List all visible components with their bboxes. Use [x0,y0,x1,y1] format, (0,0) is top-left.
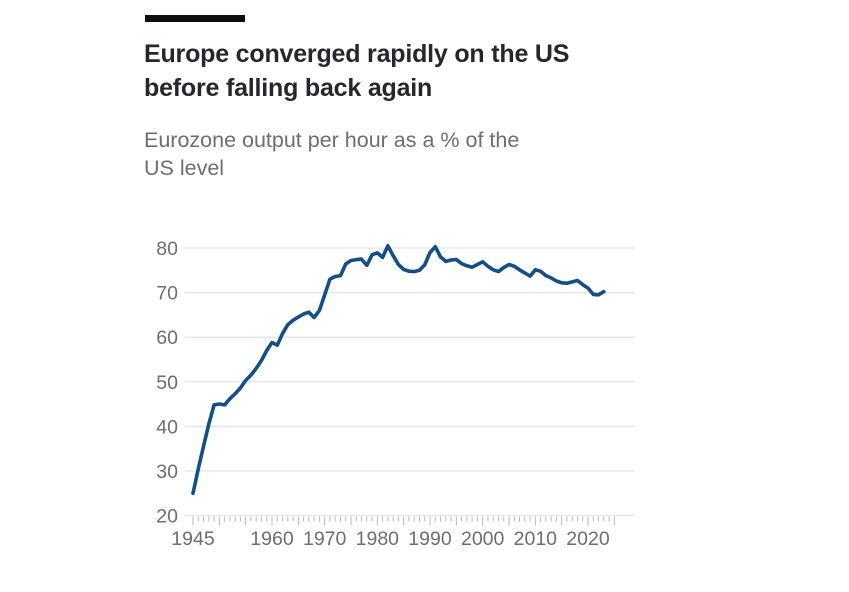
y-axis-labels: 20 30 40 50 60 70 80 [156,238,178,528]
y-tick-label: 70 [156,283,178,305]
y-tick-label: 80 [156,238,178,260]
x-tick-label: 2020 [566,528,610,550]
y-gridlines [185,247,635,517]
chart-subtitle: Eurozone output per hour as a % of the U… [144,128,520,181]
x-tick-label: 2010 [514,528,558,550]
data-series-line [191,243,606,496]
y-tick-label: 40 [156,416,178,438]
y-tick-label: 50 [156,372,178,394]
chart-title: Europe converged rapidly on the US befor… [144,40,570,102]
x-tick-label: 1970 [303,528,347,550]
line-chart: 20 30 40 50 60 70 80 1945 1960 1970 1980 1990 2000 20… [156,238,635,550]
x-tick-label: 1980 [356,528,400,550]
top-rule [145,15,245,22]
x-axis-labels: 1945 1960 1970 1980 1990 2000 2010 2020 [171,528,610,550]
x-tick-label: 1990 [408,528,452,550]
y-tick-label: 20 [156,506,178,528]
x-axis-ticks [192,516,615,526]
y-tick-label: 60 [156,327,178,349]
x-tick-label: 2000 [461,528,505,550]
x-tick-label: 1960 [250,528,294,550]
y-tick-label: 30 [156,461,178,483]
x-tick-label: 1945 [171,528,215,550]
